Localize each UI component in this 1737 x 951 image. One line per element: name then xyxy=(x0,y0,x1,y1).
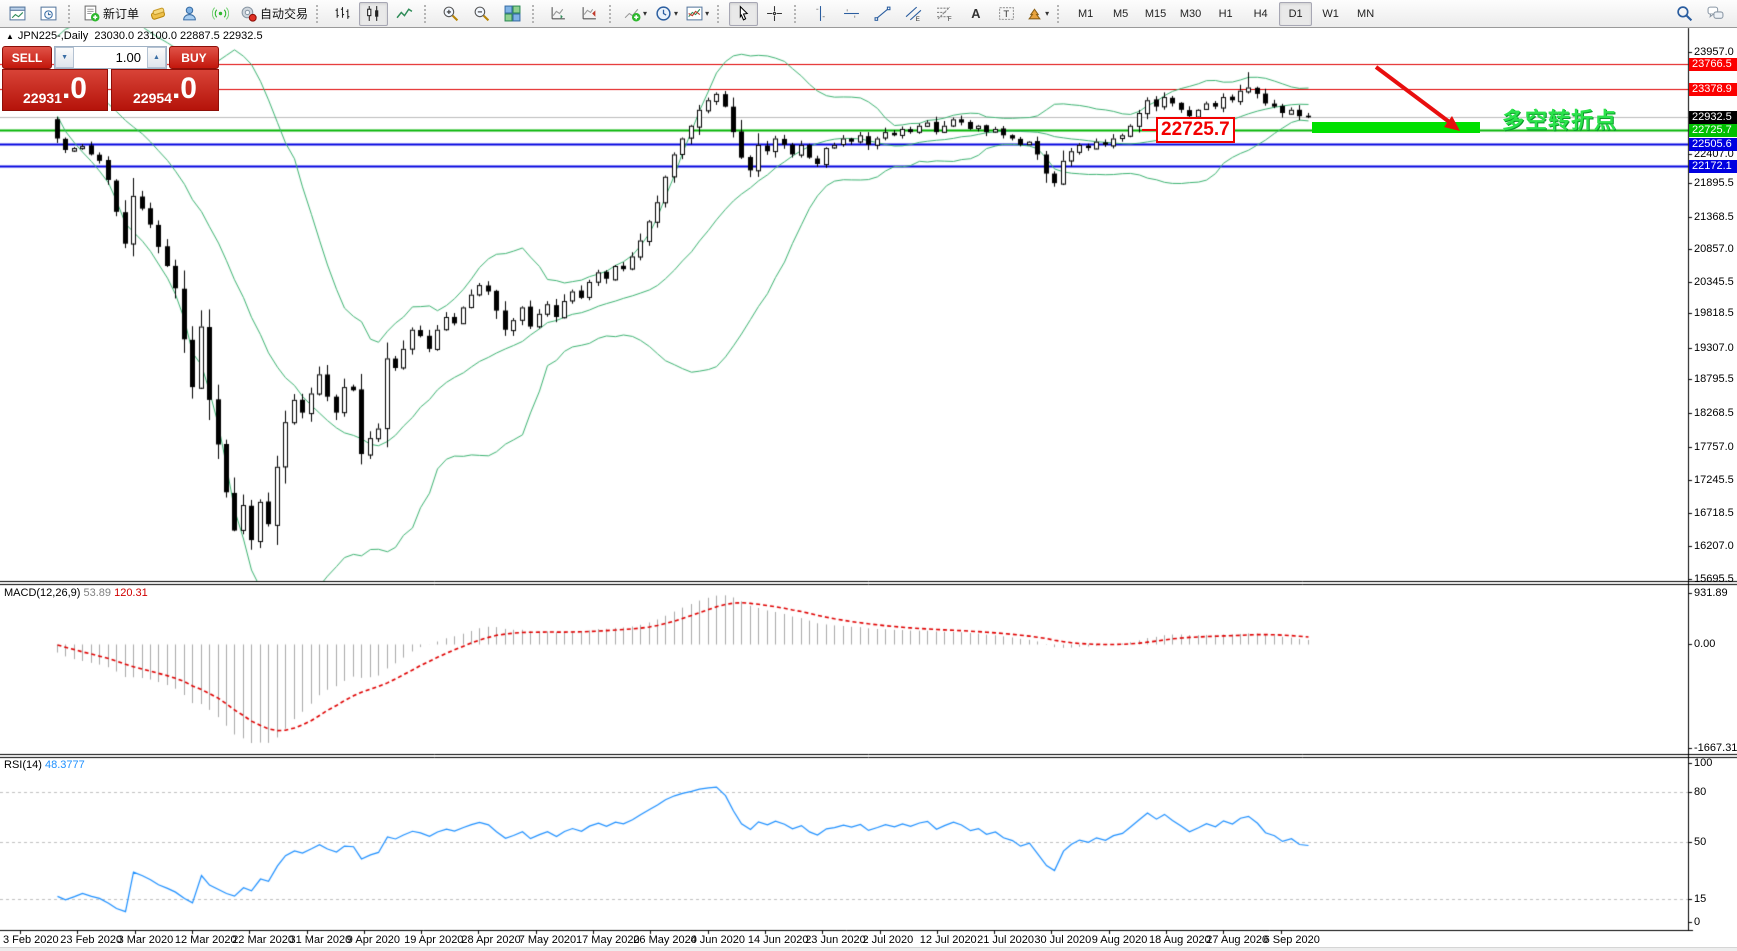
chat-icon[interactable] xyxy=(1701,2,1730,26)
zoom-out-button[interactable] xyxy=(467,2,496,26)
toolbar-grip xyxy=(717,4,724,23)
buy-price-main: 22954 xyxy=(133,90,172,106)
toolbar-group xyxy=(0,0,66,27)
signals-button[interactable] xyxy=(206,2,235,26)
toolbar-grip xyxy=(1057,4,1064,23)
chart-title: ▲ JPN225-,Daily 23030.0 23100.0 22887.5 2… xyxy=(6,30,263,42)
indicators-caret-icon[interactable]: ▾ xyxy=(643,9,648,18)
chart-symbol: JPN225-,Daily xyxy=(17,30,89,42)
toolbar-group xyxy=(325,0,422,27)
zoom-in-button[interactable] xyxy=(436,2,465,26)
timeframe-m1-button[interactable]: M1 xyxy=(1077,7,1094,20)
arrows-button[interactable]: ▾ xyxy=(1023,2,1052,26)
line-chart-button[interactable] xyxy=(390,2,419,26)
auto-trading-label: 自动交易 xyxy=(260,7,309,21)
new-chart-button[interactable] xyxy=(3,2,32,26)
equidistant-channel-button[interactable]: E xyxy=(899,2,928,26)
toolbar-grip xyxy=(794,4,801,23)
new-order-button[interactable]: 新订单 xyxy=(80,2,142,26)
timeframe-group: M1 M5 M15 M30 H1 H4 D1 W1 MN xyxy=(1066,0,1385,27)
indicators-button[interactable]: ▾ xyxy=(621,2,650,26)
trendline-button[interactable] xyxy=(868,2,897,26)
svg-text:F: F xyxy=(948,16,952,22)
timeframe-m15-button[interactable]: M15 xyxy=(1144,7,1167,20)
svg-text:E: E xyxy=(916,16,920,22)
timeframe-m5-button[interactable]: M5 xyxy=(1112,7,1129,20)
toolbar-group: 新订单 自动交易 xyxy=(77,0,314,27)
timeframe-h4-button[interactable]: H4 xyxy=(1253,7,1268,20)
toolbar-grip xyxy=(609,4,616,23)
timeframe-d1-button[interactable]: D1 xyxy=(1279,1,1313,26)
toolbar-group xyxy=(433,0,530,27)
toolbar-grip xyxy=(316,4,323,23)
one-click-trading-panel: SELL ▼ 1.00 ▲ BUY 22931 .0 22954 .0 xyxy=(2,45,220,111)
toolbar-group: ▾ ▾ ▾ xyxy=(618,0,715,27)
toolbar-grip xyxy=(532,4,539,23)
pivot-price-tag[interactable]: 22725.7 xyxy=(1156,117,1235,143)
buy-price[interactable]: 22954 .0 xyxy=(111,69,219,111)
volume-box: ▼ 1.00 ▲ xyxy=(54,46,167,69)
toolbar-right xyxy=(1669,0,1731,27)
sell-price-frac: .0 xyxy=(61,72,87,105)
search-icon[interactable] xyxy=(1670,2,1699,26)
timeframe-mn-button[interactable]: MN xyxy=(1357,7,1375,20)
volume-up-button[interactable]: ▲ xyxy=(146,47,166,68)
volume-down-button[interactable]: ▼ xyxy=(55,47,75,68)
volume-input[interactable]: 1.00 xyxy=(115,50,141,65)
collapse-triangle-icon[interactable]: ▲ xyxy=(6,32,14,41)
buy-price-frac: .0 xyxy=(171,72,197,105)
svg-text:A: A xyxy=(971,6,980,21)
timeframe-w1-button[interactable]: W1 xyxy=(1322,7,1339,20)
profiles-button[interactable] xyxy=(34,2,63,26)
toolbar-group xyxy=(726,0,792,27)
cursor-button[interactable] xyxy=(729,1,759,26)
vertical-line-button[interactable] xyxy=(806,2,835,26)
candle-chart-button[interactable] xyxy=(359,1,389,26)
crosshair-button[interactable] xyxy=(760,2,789,26)
sell-price-main: 22931 xyxy=(23,90,62,106)
toolbar: 新订单 自动交易 ▾ ▾ ▾ E F A T ▾ M1 M5 M15 M30 H1 H4 D1 W1 MN xyxy=(0,0,1737,28)
toolbar-groups: 新订单 自动交易 ▾ ▾ ▾ E F A T ▾ M1 M5 M15 M30 H1 H4 D1 W1 MN xyxy=(0,0,1385,27)
bar-chart-button[interactable] xyxy=(328,2,357,26)
text-button[interactable]: A xyxy=(961,2,990,26)
buy-button[interactable]: BUY xyxy=(168,46,220,69)
periods-button[interactable]: ▾ xyxy=(652,2,681,26)
text-label-button[interactable]: T xyxy=(992,2,1021,26)
deposit-button[interactable] xyxy=(144,2,173,26)
sell-price[interactable]: 22931 .0 xyxy=(2,69,108,111)
toolbar-grip xyxy=(424,4,431,23)
timeframe-m30-button[interactable]: M30 xyxy=(1179,7,1202,20)
tile-windows-button[interactable] xyxy=(498,2,527,26)
toolbar-group xyxy=(541,0,607,27)
svg-text:T: T xyxy=(1003,9,1009,20)
periods-caret-icon[interactable]: ▾ xyxy=(674,9,679,18)
price-tag-dash xyxy=(1142,129,1156,131)
sell-button[interactable]: SELL xyxy=(2,46,53,69)
arrows-caret-icon[interactable]: ▾ xyxy=(1045,9,1050,18)
turning-point-label[interactable]: 多空转折点 xyxy=(1502,108,1618,133)
auto-scroll-button[interactable] xyxy=(544,2,573,26)
support-highlight-bar[interactable] xyxy=(1312,122,1480,133)
horizontal-scrollbar[interactable] xyxy=(0,947,1737,951)
toolbar-group: E F A T ▾ xyxy=(803,0,1055,27)
chart-shift-button[interactable] xyxy=(575,2,604,26)
account-button[interactable] xyxy=(175,2,204,26)
chart-ohlc: 23030.0 23100.0 22887.5 22932.5 xyxy=(94,30,263,42)
horizontal-line-button[interactable] xyxy=(837,2,866,26)
auto-trading-button[interactable]: 自动交易 xyxy=(237,2,311,26)
templates-button[interactable]: ▾ xyxy=(683,2,712,26)
timeframe-h1-button[interactable]: H1 xyxy=(1218,7,1233,20)
new-order-label: 新订单 xyxy=(103,7,140,21)
toolbar-grip xyxy=(68,4,75,23)
fibonacci-button[interactable]: F xyxy=(930,2,959,26)
templates-caret-icon[interactable]: ▾ xyxy=(705,9,710,18)
